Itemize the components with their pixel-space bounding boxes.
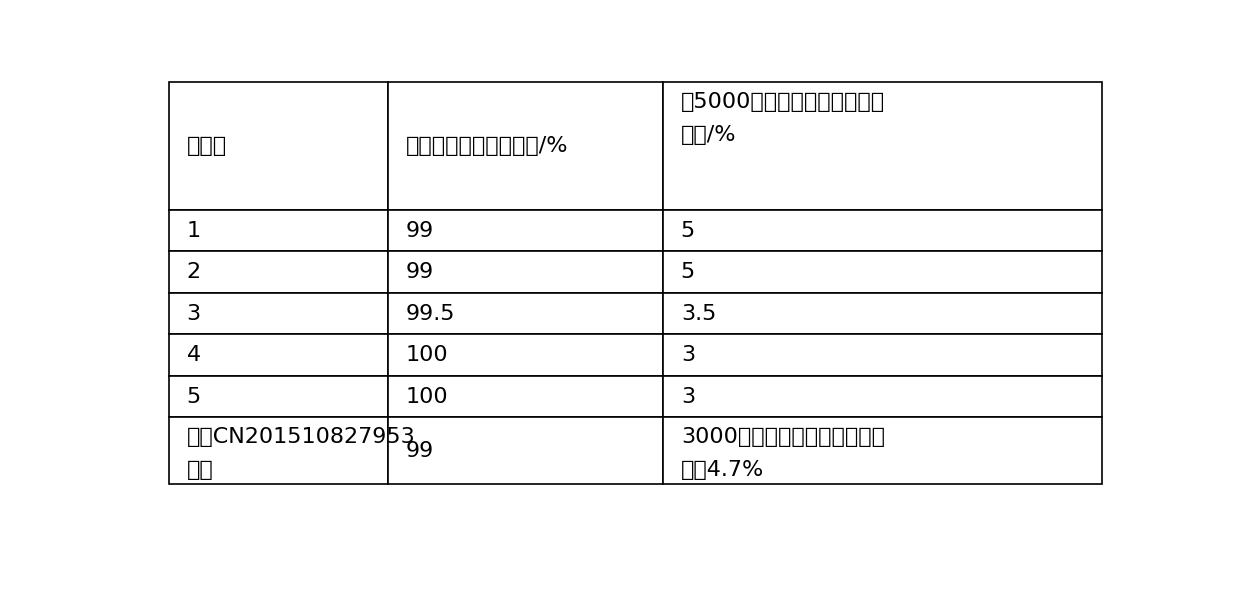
Text: 99.5: 99.5 — [405, 304, 455, 324]
Text: 实施例: 实施例 — [187, 136, 227, 156]
Text: 2: 2 — [187, 262, 201, 282]
Text: 4: 4 — [187, 345, 201, 365]
Bar — [663, 293, 1101, 335]
Text: 99: 99 — [405, 262, 434, 282]
Bar — [170, 251, 388, 293]
Bar — [663, 82, 1101, 210]
Bar — [388, 251, 663, 293]
Text: 3: 3 — [681, 345, 694, 365]
Text: 3.5: 3.5 — [681, 304, 717, 324]
Bar — [663, 335, 1101, 376]
Bar — [170, 417, 388, 485]
Bar — [170, 210, 388, 251]
Text: 3000次充放电循环后电容衰减
率为4.7%: 3000次充放电循环后电容衰减 率为4.7% — [681, 427, 885, 480]
Bar — [388, 293, 663, 335]
Bar — [663, 210, 1101, 251]
Bar — [663, 417, 1101, 485]
Bar — [170, 376, 388, 417]
Bar — [663, 251, 1101, 293]
Bar — [388, 417, 663, 485]
Text: 99: 99 — [405, 220, 434, 241]
Text: 100: 100 — [405, 345, 449, 365]
Bar — [663, 376, 1101, 417]
Text: 1: 1 — [187, 220, 201, 241]
Bar — [388, 376, 663, 417]
Bar — [170, 335, 388, 376]
Text: 3: 3 — [187, 304, 201, 324]
Text: 5: 5 — [681, 262, 694, 282]
Text: 5: 5 — [681, 220, 694, 241]
Text: 5: 5 — [187, 387, 201, 407]
Bar — [170, 82, 388, 210]
Text: 100: 100 — [405, 387, 449, 407]
Text: 专利CN201510827953
方法: 专利CN201510827953 方法 — [187, 427, 415, 480]
Bar — [388, 335, 663, 376]
Bar — [388, 210, 663, 251]
Text: 99: 99 — [405, 441, 434, 461]
Bar — [170, 293, 388, 335]
Bar — [388, 82, 663, 210]
Text: 表面化学基团的去除率/%: 表面化学基团的去除率/% — [405, 136, 568, 156]
Text: 3: 3 — [681, 387, 694, 407]
Text: 经5000次充放电循环后电容衰
减率/%: 经5000次充放电循环后电容衰 减率/% — [681, 92, 885, 145]
